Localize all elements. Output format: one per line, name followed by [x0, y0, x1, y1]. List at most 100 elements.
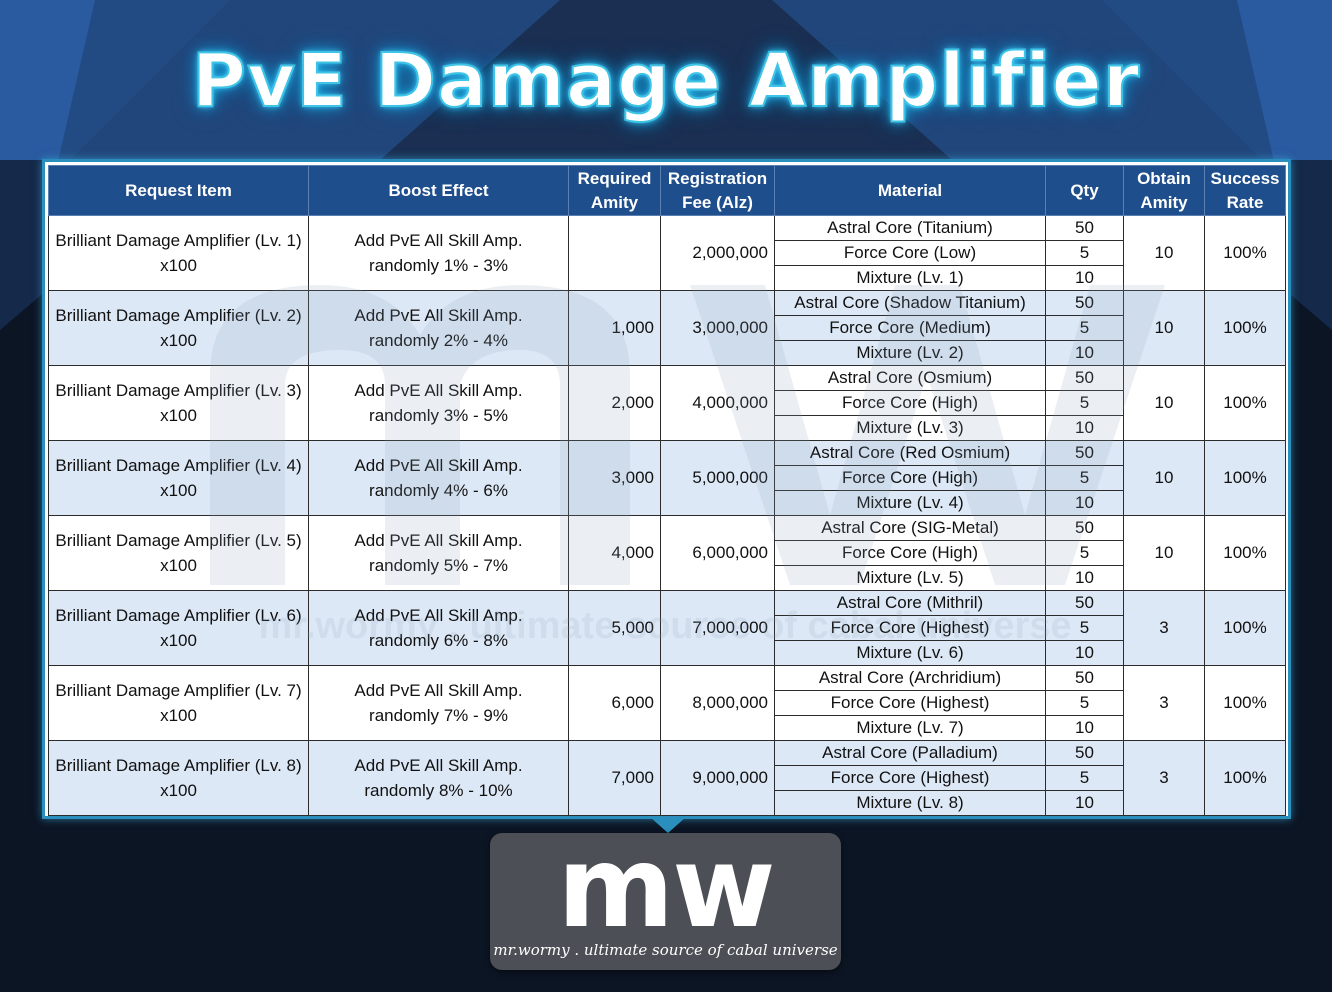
- material-qty-cell: 10: [1045, 790, 1124, 816]
- request-item-qty: x100: [160, 631, 197, 650]
- request-item-cell: Brilliant Damage Amplifier (Lv. 5) x100: [48, 515, 309, 591]
- header-required-amity-line2: Amity: [590, 192, 639, 212]
- request-item-cell: Brilliant Damage Amplifier (Lv. 7) x100: [48, 665, 309, 741]
- request-item-name: Brilliant Damage Amplifier (Lv. 8): [55, 756, 302, 775]
- table-subrow: Force Core (Highest) 5: [49, 765, 1286, 791]
- material-name-cell: Mixture (Lv. 6): [774, 640, 1046, 666]
- table-subrow: Mixture (Lv. 8) 10: [49, 790, 1286, 816]
- obtain-amity-cell: 10: [1123, 440, 1205, 516]
- request-item-qty: x100: [160, 256, 197, 275]
- material-qty-cell: 50: [1045, 290, 1124, 316]
- material-qty-cell: 50: [1045, 665, 1124, 691]
- material-qty-cell: 50: [1045, 590, 1124, 616]
- material-qty-cell: 5: [1045, 465, 1124, 491]
- success-rate-cell: 100%: [1204, 665, 1286, 741]
- boost-effect-line1: Add PvE All Skill Amp.: [354, 456, 523, 475]
- material-name-cell: Astral Core (Titanium): [774, 215, 1046, 241]
- material-name-cell: Mixture (Lv. 4): [774, 490, 1046, 516]
- material-qty-cell: 5: [1045, 690, 1124, 716]
- table-subrow: Force Core (High) 5: [49, 390, 1286, 416]
- material-qty-cell: 50: [1045, 365, 1124, 391]
- table-row: Brilliant Damage Amplifier (Lv. 6) x100 A…: [48, 590, 1286, 666]
- table-subrow: Mixture (Lv. 1) 10: [49, 265, 1286, 291]
- material-name-cell: Astral Core (Shadow Titanium): [774, 290, 1046, 316]
- boost-effect-line2: randomly 4% - 6%: [369, 481, 508, 500]
- request-item-cell: Brilliant Damage Amplifier (Lv. 8) x100: [48, 740, 309, 816]
- material-qty-cell: 5: [1045, 390, 1124, 416]
- obtain-amity-cell: 3: [1123, 665, 1205, 741]
- material-name-cell: Mixture (Lv. 8): [774, 790, 1046, 816]
- material-qty-cell: 5: [1045, 240, 1124, 266]
- boost-effect-line2: randomly 5% - 7%: [369, 556, 508, 575]
- boost-effect-line2: randomly 6% - 8%: [369, 631, 508, 650]
- required-amity-cell: 2,000: [568, 365, 661, 441]
- request-item-cell: Brilliant Damage Amplifier (Lv. 2) x100: [48, 290, 309, 366]
- request-item-qty: x100: [160, 331, 197, 350]
- material-name-cell: Force Core (Highest): [774, 765, 1046, 791]
- header-success-rate: Success Rate: [1204, 165, 1286, 216]
- material-name-cell: Force Core (Highest): [774, 690, 1046, 716]
- mw-logo: mw mr.wormy . ultimate source of cabal u…: [490, 823, 841, 970]
- material-name-cell: Force Core (High): [774, 540, 1046, 566]
- table-subrow: Force Core (High) 5: [49, 540, 1286, 566]
- request-item-qty: x100: [160, 556, 197, 575]
- material-name-cell: Force Core (Highest): [774, 615, 1046, 641]
- obtain-amity-cell: 3: [1123, 590, 1205, 666]
- success-rate-cell: 100%: [1204, 440, 1286, 516]
- request-item-name: Brilliant Damage Amplifier (Lv. 2): [55, 306, 302, 325]
- required-amity-cell: 7,000: [568, 740, 661, 816]
- header-registration-fee-line2: Fee (Alz): [682, 192, 753, 212]
- registration-fee-cell: 2,000,000: [660, 215, 775, 291]
- table-row: Brilliant Damage Amplifier (Lv. 5) x100 A…: [48, 515, 1286, 591]
- required-amity-cell: 1,000: [568, 290, 661, 366]
- material-qty-cell: 5: [1045, 765, 1124, 791]
- logo-tagline: mr.wormy . ultimate source of cabal univ…: [493, 941, 838, 959]
- registration-fee-cell: 8,000,000: [660, 665, 775, 741]
- material-name-cell: Mixture (Lv. 7): [774, 715, 1046, 741]
- table-row: Brilliant Damage Amplifier (Lv. 8) x100 A…: [48, 740, 1286, 816]
- request-item-cell: Brilliant Damage Amplifier (Lv. 4) x100: [48, 440, 309, 516]
- logo-mark: mw: [557, 823, 775, 953]
- table-subrow: Mixture (Lv. 4) 10: [49, 490, 1286, 516]
- table-row: Brilliant Damage Amplifier (Lv. 4) x100 A…: [48, 440, 1286, 516]
- boost-effect-cell: Add PvE All Skill Amp. randomly 5% - 7%: [308, 515, 569, 591]
- table-subrow: Mixture (Lv. 2) 10: [49, 340, 1286, 366]
- boost-effect-line1: Add PvE All Skill Amp.: [354, 381, 523, 400]
- header-material: Material: [774, 165, 1046, 216]
- material-name-cell: Astral Core (Osmium): [774, 365, 1046, 391]
- material-name-cell: Force Core (Medium): [774, 315, 1046, 341]
- recipe-table: Request Item Boost Effect Required Amity …: [48, 165, 1286, 816]
- success-rate-cell: 100%: [1204, 590, 1286, 666]
- boost-effect-cell: Add PvE All Skill Amp. randomly 2% - 4%: [308, 290, 569, 366]
- request-item-qty: x100: [160, 781, 197, 800]
- boost-effect-cell: Add PvE All Skill Amp. randomly 8% - 10%: [308, 740, 569, 816]
- success-rate-cell: 100%: [1204, 290, 1286, 366]
- material-qty-cell: 50: [1045, 215, 1124, 241]
- boost-effect-line1: Add PvE All Skill Amp.: [354, 306, 523, 325]
- request-item-qty: x100: [160, 706, 197, 725]
- request-item-name: Brilliant Damage Amplifier (Lv. 6): [55, 606, 302, 625]
- material-name-cell: Mixture (Lv. 5): [774, 565, 1046, 591]
- header-required-amity: Required Amity: [568, 165, 661, 216]
- request-item-name: Brilliant Damage Amplifier (Lv. 4): [55, 456, 302, 475]
- request-item-name: Brilliant Damage Amplifier (Lv. 7): [55, 681, 302, 700]
- registration-fee-cell: 7,000,000: [660, 590, 775, 666]
- registration-fee-cell: 4,000,000: [660, 365, 775, 441]
- request-item-name: Brilliant Damage Amplifier (Lv. 5): [55, 531, 302, 550]
- table-subrow: Force Core (Medium) 5: [49, 315, 1286, 341]
- table-subrow: Force Core (Highest) 5: [49, 690, 1286, 716]
- material-name-cell: Force Core (High): [774, 390, 1046, 416]
- boost-effect-cell: Add PvE All Skill Amp. randomly 6% - 8%: [308, 590, 569, 666]
- material-name-cell: Astral Core (Palladium): [774, 740, 1046, 766]
- boost-effect-line1: Add PvE All Skill Amp.: [354, 681, 523, 700]
- material-name-cell: Mixture (Lv. 3): [774, 415, 1046, 441]
- table-subrow: Force Core (Low) 5: [49, 240, 1286, 266]
- material-qty-cell: 10: [1045, 640, 1124, 666]
- material-qty-cell: 10: [1045, 340, 1124, 366]
- required-amity-cell: 5,000: [568, 590, 661, 666]
- request-item-qty: x100: [160, 406, 197, 425]
- obtain-amity-cell: 10: [1123, 215, 1205, 291]
- header-obtain-amity: Obtain Amity: [1123, 165, 1205, 216]
- header-qty: Qty: [1045, 165, 1124, 216]
- header-required-amity-line1: Required: [577, 168, 652, 188]
